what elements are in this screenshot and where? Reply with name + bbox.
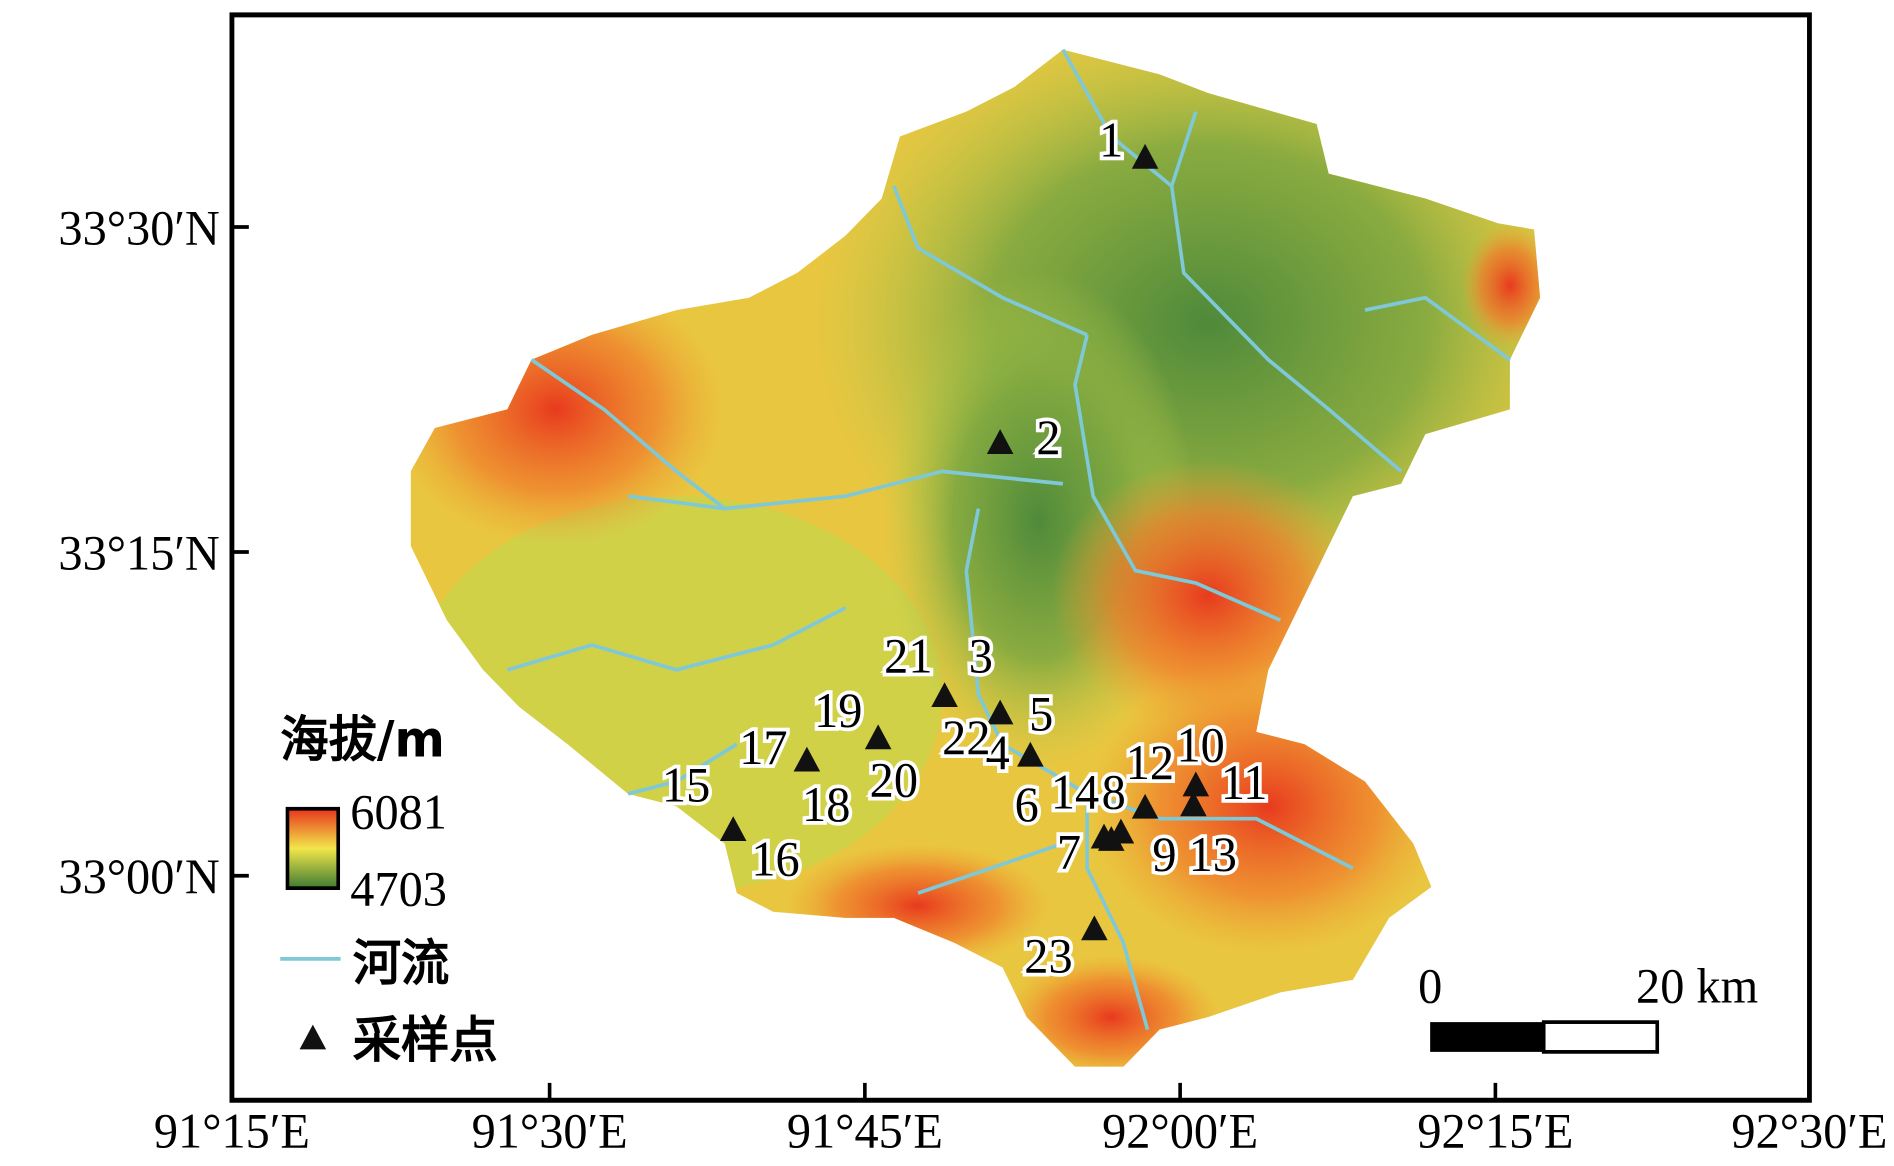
terrain — [410, 49, 1541, 1067]
x-tick-label: 92°00′E — [1102, 1103, 1258, 1159]
sample-label: 7 — [1057, 824, 1081, 880]
sample-label: 14 — [1051, 764, 1099, 820]
sample-point — [986, 699, 1014, 725]
scale-start: 0 — [1418, 958, 1442, 1014]
legend-sample: 采样点 — [353, 1011, 498, 1069]
y-tick-label: 33°30′N — [58, 200, 219, 256]
x-tick-label: 91°45′E — [787, 1103, 943, 1159]
sample-point — [1081, 915, 1108, 941]
x-tick-label: 92°30′E — [1731, 1103, 1887, 1159]
sample-label: 6 — [1015, 777, 1039, 833]
sample-point — [1131, 793, 1159, 819]
sample-label: 10 — [1177, 717, 1225, 773]
rivers — [506, 48, 1511, 1031]
sample-point — [1180, 791, 1207, 817]
sample-label: 5 — [1029, 686, 1053, 742]
scale-bar-black — [1430, 1022, 1544, 1052]
legend-river: 河流 — [353, 934, 450, 992]
sample-label: 1 — [1099, 112, 1123, 168]
sample-point — [1017, 741, 1044, 767]
sample-label: 4 — [986, 724, 1010, 780]
sample-label: 23 — [1024, 928, 1072, 984]
y-tick-label: 33°00′N — [58, 849, 219, 905]
sample-label: 3 — [969, 628, 993, 684]
sample-point — [1131, 143, 1159, 169]
sample-point — [931, 682, 958, 708]
legend-min: 4703 — [350, 861, 447, 917]
sample-label: 18 — [802, 777, 850, 833]
scale-end: 20 km — [1636, 958, 1758, 1014]
legend-sample-icon — [299, 1024, 327, 1050]
x-tick-label: 91°30′E — [472, 1103, 628, 1159]
sample-label: 15 — [662, 757, 710, 813]
sample-label: 8 — [1102, 764, 1126, 820]
sample-label: 11 — [1221, 754, 1268, 810]
ticks — [230, 225, 1812, 1101]
legend-title: 海拔/m — [280, 711, 445, 769]
sample-label: 19 — [814, 682, 862, 738]
sample-point — [719, 816, 747, 842]
sample-label: 12 — [1126, 734, 1174, 790]
legend-max: 6081 — [350, 784, 447, 840]
legend-colorbar — [285, 806, 341, 891]
sample-label: 16 — [751, 831, 799, 887]
y-tick-label: 33°15′N — [58, 525, 219, 581]
sample-label: 21 — [884, 628, 932, 684]
map-frame — [229, 12, 1812, 1103]
sample-label: 20 — [870, 752, 918, 808]
sample-point — [793, 746, 821, 772]
sample-point — [1097, 826, 1125, 851]
x-tick-label: 91°15′E — [154, 1103, 310, 1159]
sample-point — [1182, 771, 1210, 797]
sample-label: 17 — [739, 720, 787, 776]
scale-bar-white — [1541, 1020, 1660, 1054]
sample-label: 9 — [1152, 826, 1176, 882]
sample-point — [986, 429, 1014, 454]
x-tick-label: 92°15′E — [1417, 1103, 1573, 1159]
sample-label: 13 — [1189, 826, 1237, 882]
sample-point — [864, 724, 892, 750]
sample-label: 22 — [942, 710, 990, 766]
sample-label: 2 — [1036, 409, 1060, 465]
